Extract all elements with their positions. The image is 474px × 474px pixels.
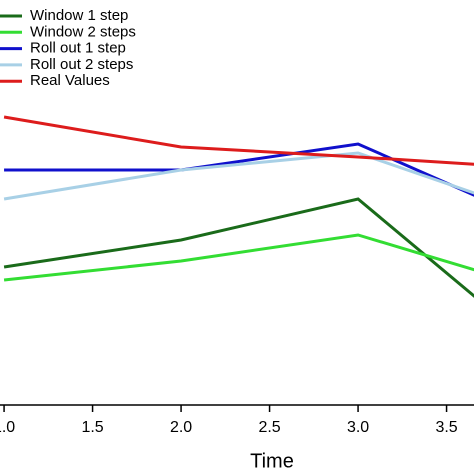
x-tick-label: 2.0 [170,419,192,436]
series-line [3,115,474,166]
x-tick-label: 1.0 [0,419,15,436]
legend-label: Roll out 1 step [30,40,126,57]
series-line [4,142,474,197]
legend-label: Roll out 2 steps [30,56,133,73]
x-tick-label: 3.5 [435,419,457,436]
legend-label: Window 2 steps [30,23,136,40]
x-axis-label: Time [250,450,294,472]
plot-area [3,115,474,298]
x-tick-label: 1.5 [81,419,103,436]
legend-label: Real Values [30,72,110,89]
x-tick-label: 2.5 [258,419,280,436]
x-tick-label: 3.0 [347,419,369,436]
series-line [3,197,474,298]
legend-label: Window 1 step [30,7,128,24]
series-line [3,151,474,201]
series-line [3,233,474,282]
